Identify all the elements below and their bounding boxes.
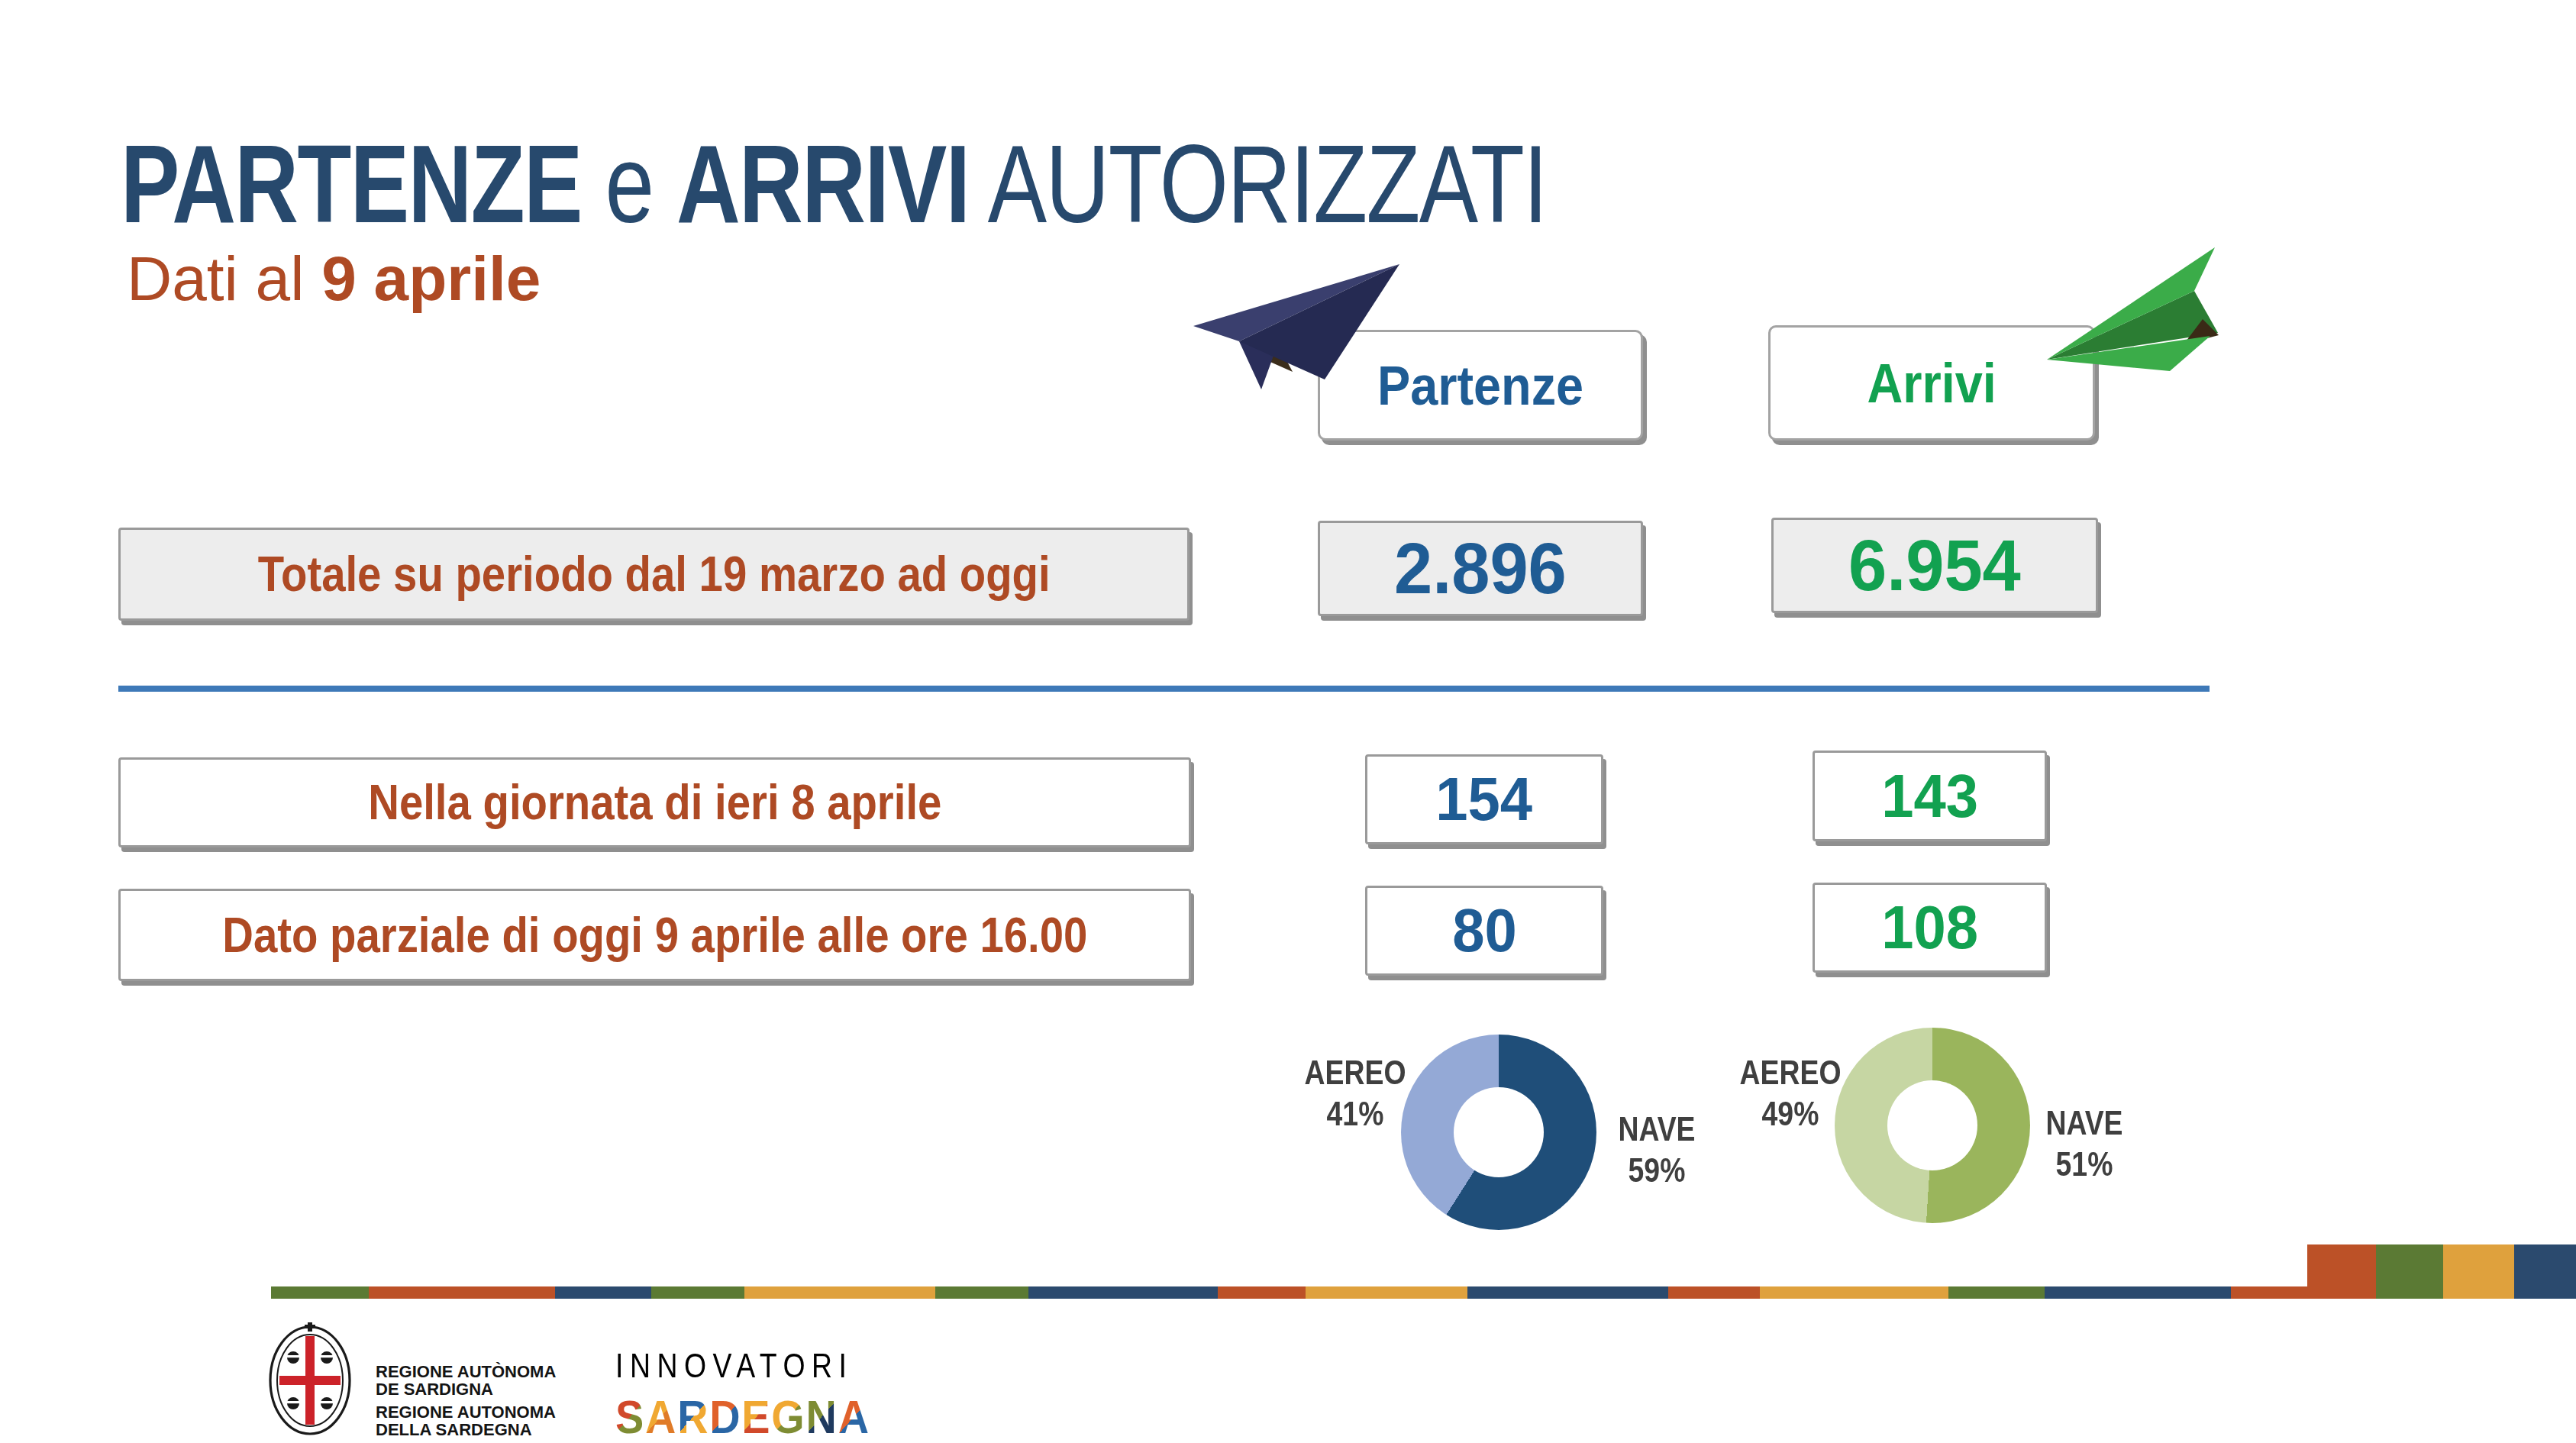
donut-arrivi-nave-label: NAVE 51% — [2022, 1102, 2146, 1184]
value-yesterday-arrivi: 143 — [1813, 751, 2047, 841]
value-yesterday-partenze-text: 154 — [1436, 764, 1533, 834]
strip-segment — [1028, 1286, 1218, 1299]
title-autorizzati: AUTORIZZATI — [988, 122, 1547, 246]
strip-segment — [1306, 1286, 1467, 1299]
value-yesterday-partenze: 154 — [1365, 754, 1603, 844]
strip-segment — [2376, 1244, 2443, 1299]
row-total-label: Totale su periodo dal 19 marzo ad oggi — [118, 528, 1190, 621]
donut-chart-arrivi — [1835, 1028, 2030, 1223]
sardegna-letter: D — [709, 1390, 741, 1443]
region-line2: DE SARDIGNA — [376, 1381, 556, 1399]
row-today-label-text: Dato parziale di oggi 9 aprile alle ore … — [222, 907, 1087, 964]
strip-segment — [935, 1286, 1028, 1299]
value-total-arrivi: 6.954 — [1771, 518, 2098, 613]
nave-pct-text: 59% — [1595, 1150, 1719, 1191]
region-logo-text: REGIONE AUTÒNOMA DE SARDIGNA REGIONE AUT… — [376, 1364, 556, 1443]
sardegna-letter: A — [838, 1390, 870, 1443]
subtitle-value: 9 aprile — [321, 244, 541, 313]
value-today-partenze-text: 80 — [1452, 896, 1517, 966]
title-arrivi: ARRIVI — [676, 122, 970, 246]
sardegna-letter: G — [771, 1390, 805, 1443]
sardegna-letter: R — [677, 1390, 709, 1443]
strip-segment — [2514, 1244, 2576, 1299]
sardegna-letter: S — [615, 1390, 645, 1443]
innovatori-logo-line1: INNOVATORI — [615, 1347, 854, 1385]
column-header-partenze-label: Partenze — [1377, 354, 1583, 417]
donut-arrivi-aereo-label: AEREO 49% — [1732, 1052, 1849, 1134]
strip-segment — [651, 1286, 744, 1299]
sardegna-letter: N — [806, 1390, 838, 1443]
region-text-sard: REGIONE AUTÒNOMA DE SARDIGNA — [376, 1364, 556, 1398]
aereo-pct-text: 41% — [1297, 1093, 1414, 1135]
strip-segment — [1218, 1286, 1306, 1299]
strip-segment — [1467, 1286, 1668, 1299]
region-line4: DELLA SARDEGNA — [376, 1422, 556, 1439]
page-title: PARTENZE e ARRIVI AUTORIZZATI — [121, 121, 1547, 248]
row-today-label: Dato parziale di oggi 9 aprile alle ore … — [118, 889, 1191, 981]
donut-partenze-nave-label: NAVE 59% — [1595, 1109, 1719, 1190]
region-line1: REGIONE AUTÒNOMA — [376, 1364, 556, 1381]
aereo-label-text: AEREO — [1297, 1052, 1414, 1093]
value-today-partenze: 80 — [1365, 886, 1603, 976]
region-line3: REGIONE AUTONOMA — [376, 1404, 556, 1422]
subtitle-prefix: Dati al — [127, 244, 321, 313]
strip-segment — [1668, 1286, 1760, 1299]
value-today-arrivi-text: 108 — [1881, 893, 1978, 963]
value-total-partenze: 2.896 — [1318, 521, 1643, 616]
sardegna-coat-of-arms — [267, 1321, 353, 1441]
strip-segment — [555, 1286, 651, 1299]
row-yesterday-label-text: Nella giornata di ieri 8 aprile — [368, 774, 941, 831]
strip-segment — [1760, 1286, 1948, 1299]
sardegna-letter: E — [741, 1390, 771, 1443]
value-yesterday-arrivi-text: 143 — [1881, 761, 1978, 831]
strip-segment — [2307, 1244, 2376, 1299]
paper-plane-partenze-icon — [1183, 256, 1405, 401]
donut-partenze-aereo-label: AEREO 41% — [1297, 1052, 1414, 1134]
sardegna-letter: A — [645, 1390, 677, 1443]
row-yesterday-label: Nella giornata di ieri 8 aprile — [118, 757, 1191, 847]
value-today-arrivi: 108 — [1813, 883, 2047, 973]
strip-segment — [2443, 1244, 2514, 1299]
title-partenze: PARTENZE — [121, 122, 582, 246]
nave-label-text: NAVE — [1595, 1109, 1719, 1150]
strip-segment — [2231, 1286, 2307, 1299]
slide: PARTENZE e ARRIVI AUTORIZZATI Dati al 9 … — [0, 0, 2576, 1443]
region-text-ita: REGIONE AUTONOMA DELLA SARDEGNA — [376, 1404, 556, 1438]
column-header-arrivi-label: Arrivi — [1867, 352, 1996, 415]
strip-segment — [1948, 1286, 2045, 1299]
strip-segment — [744, 1286, 935, 1299]
donut-hole — [1887, 1080, 1977, 1170]
paper-plane-arrivi-icon — [2039, 243, 2222, 376]
strip-segment — [369, 1286, 555, 1299]
strip-segment — [2045, 1286, 2231, 1299]
aereo-label-text: AEREO — [1732, 1052, 1849, 1093]
value-total-partenze-text: 2.896 — [1394, 527, 1567, 610]
title-conj: e — [605, 122, 653, 246]
row-total-label-text: Totale su periodo dal 19 marzo ad oggi — [258, 546, 1051, 602]
nave-pct-text: 51% — [2022, 1144, 2146, 1185]
aereo-pct-text: 49% — [1732, 1093, 1849, 1135]
donut-hole — [1454, 1087, 1544, 1177]
value-total-arrivi-text: 6.954 — [1848, 524, 2021, 607]
strip-segment — [271, 1286, 369, 1299]
subtitle-date: Dati al 9 aprile — [127, 243, 541, 315]
donut-chart-partenze — [1401, 1035, 1596, 1230]
section-divider — [118, 686, 2210, 692]
nave-label-text: NAVE — [2022, 1102, 2146, 1144]
innovatori-logo-line2: SARDEGNA — [615, 1390, 870, 1443]
